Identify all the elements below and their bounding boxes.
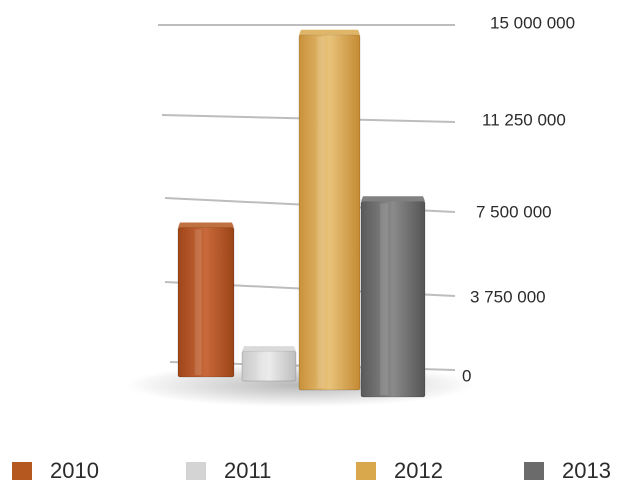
bar-highlight-2011	[258, 353, 265, 379]
legend-label-2012: 2012	[394, 458, 443, 483]
legend-swatch-2011	[186, 462, 206, 480]
bar-highlight-2013	[380, 203, 388, 395]
y-tick-label: 11 250 000	[482, 110, 566, 129]
y-axis-tick-labels: 0 3 750 000 7 500 000 11 250 000 15 000 000	[462, 13, 575, 385]
bar-2012	[298, 34, 361, 391]
legend-label-2010: 2010	[50, 458, 99, 483]
y-tick-label: 3 750 000	[470, 287, 546, 306]
legend-label-2011: 2011	[224, 458, 272, 483]
legend-label-2013: 2013	[562, 458, 611, 483]
y-tick-label: 15 000 000	[490, 13, 575, 32]
bar-2010	[177, 227, 235, 378]
bar-top-2010	[178, 222, 234, 228]
legend-item-2011: 2011	[186, 458, 271, 484]
bar-top-2012	[299, 29, 360, 35]
bar-2011	[241, 350, 297, 382]
legend-item-2012: 2012	[356, 458, 443, 484]
legend-swatch-2013	[524, 462, 544, 480]
bar-2013	[360, 200, 426, 398]
legend-swatch-2010	[12, 462, 32, 480]
bar-chart: 0 3 750 000 7 500 000 11 250 000 15 000 000	[125, 13, 575, 407]
legend-swatch-2012	[356, 462, 376, 480]
y-tick-label: 7 500 000	[476, 202, 552, 221]
bars	[177, 29, 426, 398]
bar-highlight-2012	[317, 36, 325, 389]
legend-item-2010: 2010	[12, 458, 99, 484]
bar-top-2013	[361, 196, 425, 202]
legend-item-2013: 2013	[524, 458, 611, 484]
bar-highlight-2010	[194, 229, 202, 375]
bar-top-2011	[242, 346, 296, 352]
legend: 2010 2011 2012 2013	[0, 458, 622, 488]
y-tick-label: 0	[462, 366, 471, 385]
